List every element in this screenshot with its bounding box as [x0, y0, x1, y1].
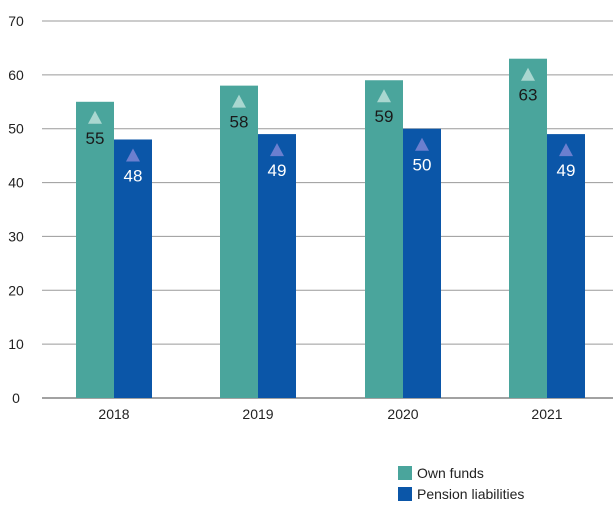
x-axis: 2018 2019 2020 2021 — [98, 406, 562, 422]
marker-own-funds-2021 — [521, 67, 535, 81]
legend-item-pension-liabilities: Pension liabilities — [398, 483, 524, 504]
y-tick-label-60: 60 — [8, 67, 24, 83]
marker-pension-liabilities-2021 — [559, 143, 573, 157]
y-tick-label-40: 40 — [8, 175, 24, 191]
x-tick-label-2019: 2019 — [242, 406, 273, 422]
marker-pension-liabilities-2018 — [126, 148, 140, 162]
data-labels: 55 48 58 49 59 50 63 49 — [86, 86, 576, 186]
data-label-own-funds-2018: 55 — [86, 129, 105, 148]
y-tick-label-0: 0 — [12, 390, 20, 406]
bar-pension-liabilities-2019 — [258, 134, 296, 398]
bar-pension-liabilities-2020 — [403, 128, 441, 398]
y-axis: 0 10 20 30 40 50 60 70 — [8, 13, 24, 406]
marker-own-funds-2018 — [88, 110, 102, 124]
data-label-pension-liabilities-2020: 50 — [413, 156, 432, 175]
y-tick-label-50: 50 — [8, 121, 24, 137]
x-tick-label-2020: 2020 — [387, 406, 418, 422]
data-label-own-funds-2020: 59 — [375, 107, 394, 126]
legend-item-own-funds: Own funds — [398, 462, 524, 483]
y-tick-label-70: 70 — [8, 13, 24, 29]
data-label-pension-liabilities-2019: 49 — [268, 161, 287, 180]
x-tick-label-2021: 2021 — [531, 406, 562, 422]
legend-label-pension-liabilities: Pension liabilities — [417, 485, 525, 502]
legend-label-own-funds: Own funds — [417, 464, 484, 481]
data-label-pension-liabilities-2021: 49 — [557, 161, 576, 180]
legend-swatch-own-funds — [398, 465, 412, 480]
bar-pension-liabilities-2021 — [547, 134, 585, 398]
data-label-own-funds-2021: 63 — [519, 86, 538, 105]
legend-swatch-pension-liabilities — [398, 486, 412, 501]
x-tick-label-2018: 2018 — [98, 406, 129, 422]
marker-pension-liabilities-2020 — [415, 137, 429, 151]
marker-pension-liabilities-2019 — [270, 143, 284, 157]
y-tick-label-20: 20 — [8, 282, 24, 298]
marker-own-funds-2019 — [232, 94, 246, 108]
bar-own-funds-2021 — [509, 58, 547, 398]
bar-pension-liabilities-2018 — [114, 139, 152, 398]
y-tick-label-10: 10 — [8, 336, 24, 352]
legend: Own funds Pension liabilities — [398, 462, 524, 504]
y-tick-label-30: 30 — [8, 228, 24, 244]
marker-own-funds-2020 — [377, 89, 391, 103]
bar-own-funds-2020 — [365, 80, 403, 398]
bar-own-funds-2019 — [220, 85, 258, 398]
markers — [88, 67, 573, 162]
data-label-pension-liabilities-2018: 48 — [124, 166, 143, 185]
bar-own-funds-2018 — [76, 101, 114, 399]
data-label-own-funds-2019: 58 — [230, 113, 249, 132]
bars — [76, 58, 585, 399]
